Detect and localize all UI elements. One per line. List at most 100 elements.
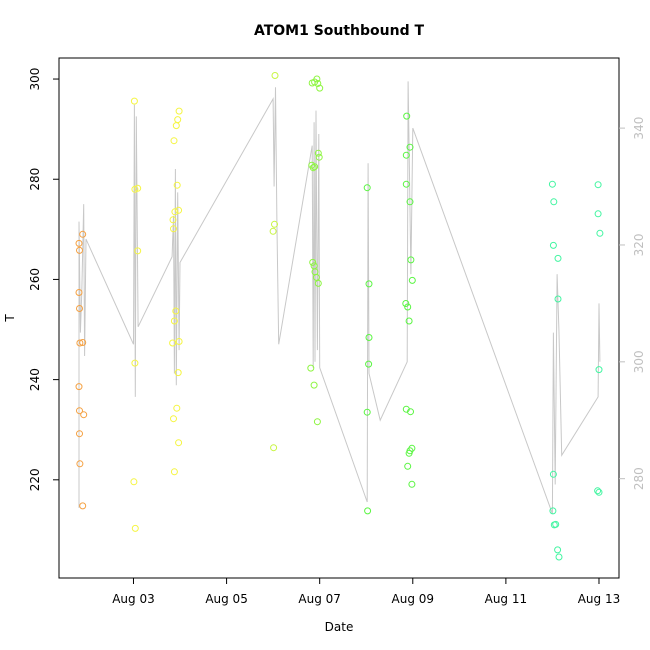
data-point	[79, 502, 87, 510]
data-point	[169, 216, 177, 224]
data-point	[310, 381, 318, 389]
y2-tick-label: 300	[632, 350, 646, 373]
data-point	[554, 254, 562, 262]
data-point	[554, 295, 562, 303]
y-tick-label: 240	[28, 368, 42, 391]
data-point	[549, 470, 557, 478]
data-point	[312, 273, 320, 281]
data-point	[170, 137, 178, 145]
data-point	[554, 546, 562, 554]
data-point	[130, 97, 138, 105]
data-point	[594, 487, 602, 495]
data-point	[175, 338, 183, 345]
data-point	[76, 305, 83, 312]
data-point	[307, 364, 315, 372]
data-point	[555, 553, 563, 561]
data-point	[314, 279, 322, 287]
x-tick-label: Aug 07	[298, 592, 341, 606]
x-tick-label: Aug 09	[392, 592, 435, 606]
data-point	[271, 72, 279, 79]
data-point	[131, 524, 139, 532]
data-point	[134, 184, 142, 192]
y-tick-label: 220	[28, 468, 42, 491]
data-point	[80, 411, 88, 419]
data-point	[174, 369, 182, 377]
data-point	[594, 181, 602, 189]
y2-tick-label: 340	[632, 117, 646, 140]
data-point	[364, 507, 372, 515]
data-point	[75, 289, 83, 296]
data-point	[170, 468, 178, 476]
data-point	[363, 184, 371, 192]
data-point	[405, 317, 413, 325]
data-point	[269, 227, 277, 235]
data-point	[365, 334, 373, 341]
data-point	[79, 339, 87, 346]
data-point	[406, 143, 414, 151]
data-point	[407, 408, 414, 416]
data-point	[313, 75, 321, 83]
data-point	[365, 360, 373, 368]
secondary-line-layer	[78, 81, 601, 514]
data-point	[316, 84, 324, 92]
data-point	[595, 488, 603, 496]
x-tick-label: Aug 13	[578, 592, 621, 606]
points-layer	[75, 72, 604, 561]
data-point	[314, 80, 322, 87]
data-point	[170, 225, 177, 233]
data-point	[75, 239, 83, 247]
y-axis-label: T	[3, 314, 17, 323]
data-point	[172, 122, 180, 130]
data-point	[309, 164, 317, 172]
y2-tick-label: 320	[632, 234, 646, 257]
data-point	[404, 462, 412, 470]
x-tick-label: Aug 05	[205, 592, 248, 606]
data-point	[404, 303, 412, 311]
data-point	[402, 180, 410, 188]
data-point	[131, 359, 139, 367]
data-point	[402, 151, 410, 159]
data-point	[76, 246, 83, 254]
data-point	[407, 256, 415, 264]
data-point	[76, 460, 84, 468]
data-point	[406, 198, 414, 206]
data-point	[171, 208, 179, 216]
data-point	[173, 404, 181, 412]
data-point	[549, 241, 557, 249]
data-point	[175, 439, 183, 447]
data-point	[408, 480, 416, 488]
data-point	[130, 478, 138, 486]
data-point	[76, 339, 84, 347]
data-point	[172, 307, 180, 315]
data-point	[309, 258, 317, 266]
data-point	[311, 163, 319, 171]
data-point	[271, 220, 278, 228]
data-point	[595, 366, 603, 374]
data-point	[310, 262, 318, 270]
data-point	[406, 447, 414, 455]
y-tick-label: 300	[28, 68, 42, 91]
data-point	[75, 383, 83, 391]
x-axis-label: Date	[325, 620, 354, 634]
axes-layer: Aug 03 Aug 05 Aug 07 Aug 09 Aug 11 Aug 13 220 2…	[28, 57, 646, 606]
data-point	[402, 300, 410, 307]
data-point	[169, 339, 177, 347]
data-point	[134, 247, 142, 255]
data-point	[76, 407, 83, 415]
data-point	[550, 198, 558, 206]
data-point	[174, 116, 182, 124]
data-point	[270, 444, 278, 452]
data-point	[363, 408, 371, 416]
y-tick-label: 260	[28, 268, 42, 291]
x-tick-label: Aug 11	[485, 592, 528, 606]
data-point	[403, 112, 411, 120]
data-point	[596, 229, 604, 237]
data-point	[549, 507, 557, 515]
data-point	[408, 276, 416, 284]
data-point	[594, 210, 602, 218]
data-point	[175, 206, 183, 214]
data-point	[175, 107, 183, 115]
data-point	[548, 180, 556, 188]
